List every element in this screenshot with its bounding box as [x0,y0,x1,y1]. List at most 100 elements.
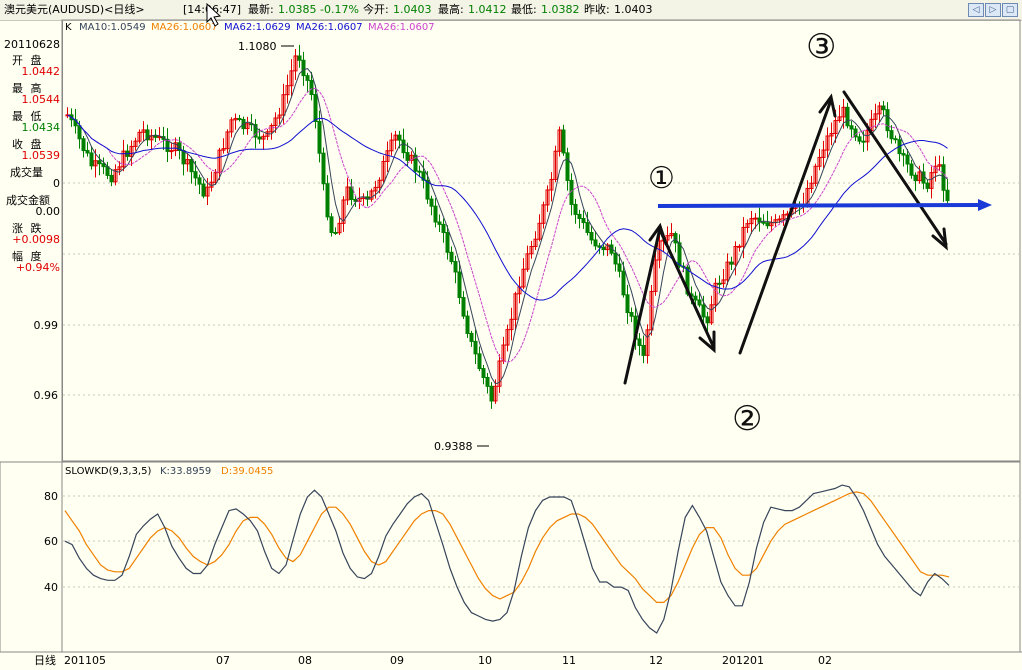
candle [465,315,470,334]
min-label: 0.9388 [434,440,473,453]
candle [269,124,274,133]
candle [777,218,782,221]
candle [917,171,922,182]
candle [697,299,702,306]
candle [709,304,714,324]
candle [169,150,174,153]
candle [613,252,618,265]
candle [621,270,626,296]
candle [813,165,818,184]
candle [881,105,886,111]
candle [749,218,754,225]
candle [637,338,642,346]
mouse-cursor-icon [206,2,222,27]
prev-icon[interactable]: ◁ [968,3,984,17]
candle [453,261,458,273]
y-tick-label: 0.96 [34,389,59,402]
candle [529,246,534,255]
candle [701,304,706,318]
open-value: 1.0442 [21,65,61,78]
candle [817,156,822,167]
candle [885,109,890,132]
candle [525,253,530,270]
legend-ma26a: MA26:1.0607 [151,22,218,33]
candle [853,128,858,138]
candle [893,138,898,141]
candle [601,246,606,251]
osc-legend-k: K:33.8959 [160,466,211,477]
candle [301,59,306,77]
candle [685,266,690,295]
high-label: 最高: [438,3,464,16]
change-value: +0.0098 [12,233,60,246]
candle [197,177,202,185]
volume-value: 0 [53,177,60,190]
candle [113,169,118,183]
candle [261,135,266,140]
candle [317,121,322,154]
legend-ma62: MA62:1.0629 [224,22,291,33]
candle [841,106,846,118]
legend-ma10: MA10:1.0549 [79,22,146,33]
candles [65,44,950,409]
candle [865,130,870,143]
candle [341,199,346,224]
candle [85,150,90,154]
candle [329,216,334,233]
prev-close-label: 昨收: [584,3,610,16]
candle [381,160,386,181]
candle [937,164,942,167]
candle [497,360,502,387]
candle [573,203,578,215]
candle [821,149,826,158]
candle [253,124,258,138]
candle [493,385,498,402]
latest-value: 1.0385 [278,3,317,16]
candle [393,134,398,141]
candle [233,118,238,121]
candle [889,130,894,140]
support-line [657,203,981,208]
candle [585,222,590,233]
candle [117,166,122,171]
x-tick-label: 10 [478,654,492,667]
ma10-line [67,68,948,385]
title-bar: 澳元美元(AUDUSD)<日线> [14:06:47] 最新: 1.0385 -… [0,0,1022,21]
wave-label-2: ② [732,399,762,439]
legend-k: K [65,22,72,33]
legend-ma26b: MA26:1.0607 [296,22,363,33]
price-grid [63,182,1020,588]
candle [861,140,866,143]
candle [373,186,378,192]
candle [533,238,538,248]
change-pct: -0.17% [320,3,359,16]
candle [833,120,838,135]
candle [165,138,170,152]
candle [109,174,114,183]
info-panel: 20110628 开 盘 1.0442 最 高 1.0544 最 低 1.043… [0,21,63,461]
candle [105,166,110,176]
candle [325,183,330,218]
y-tick-label: 0.99 [34,319,59,332]
candle [441,223,446,234]
candle [537,222,542,240]
close-label: 收 盘 [12,138,44,151]
candle [377,179,382,188]
candle [729,261,734,265]
candle [845,106,850,127]
candle [345,186,350,201]
candle [901,153,906,156]
candle [245,123,250,130]
candle [321,152,326,185]
restore-icon[interactable]: ▢ [1002,3,1018,17]
candle [765,222,770,227]
x-tick-label: 02 [818,654,832,667]
candle [829,133,834,137]
candle [81,138,86,152]
candle [189,159,194,173]
support-arrowhead [978,199,992,211]
volume-label: 成交量 [10,166,43,179]
candle [277,114,282,119]
next-icon[interactable]: ▷ [985,3,1001,17]
